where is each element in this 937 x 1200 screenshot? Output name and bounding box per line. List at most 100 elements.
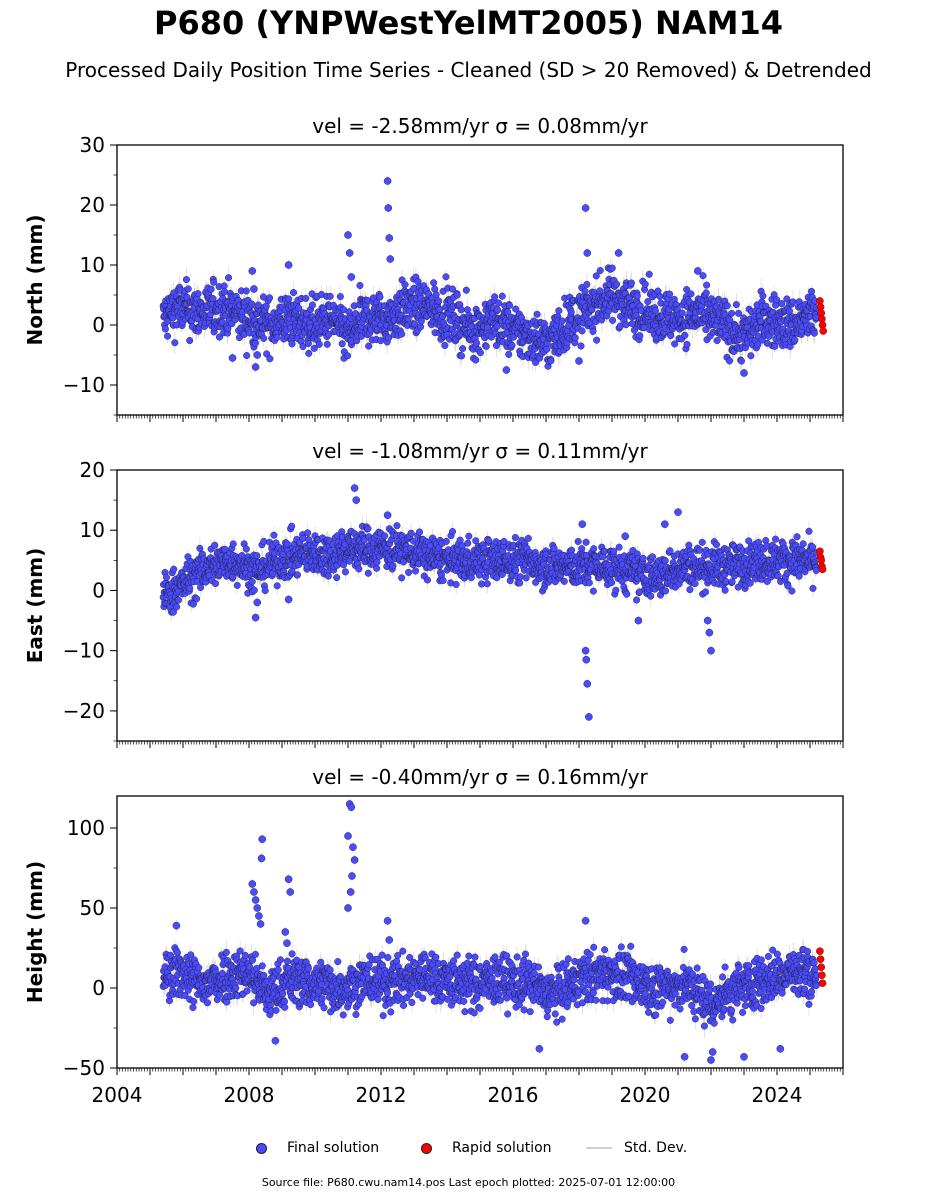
y-axis-label: North (mm): [23, 214, 47, 345]
final-point: [299, 342, 307, 350]
final-point: [725, 357, 733, 365]
final-point: [532, 358, 540, 366]
final-point: [567, 308, 575, 316]
final-point: [495, 299, 503, 307]
final-point: [608, 264, 616, 272]
final-point: [791, 336, 799, 344]
final-point: [533, 310, 541, 318]
final-point-outlier: [383, 177, 392, 185]
final-point: [243, 352, 251, 360]
final-point: [666, 290, 674, 298]
final-point: [411, 320, 419, 328]
final-points: [159, 177, 821, 377]
final-point: [356, 281, 364, 289]
final-point: [715, 295, 723, 303]
final-point: [164, 332, 172, 340]
final-point: [699, 272, 707, 280]
final-point: [555, 307, 563, 315]
final-point: [336, 293, 344, 301]
final-point: [558, 317, 566, 325]
final-point: [326, 292, 334, 300]
final-point: [476, 349, 484, 357]
final-point: [713, 337, 721, 345]
final-point: [498, 292, 506, 300]
final-point: [442, 273, 450, 281]
final-point: [295, 304, 303, 312]
final-point: [656, 292, 664, 300]
final-point: [458, 352, 466, 360]
final-point: [431, 285, 439, 293]
y-tick-label: −10: [63, 373, 105, 397]
final-point: [723, 302, 731, 310]
final-point-outlier: [251, 363, 260, 371]
final-point: [432, 291, 440, 299]
final-point: [778, 300, 786, 308]
final-point: [808, 287, 816, 295]
final-point: [209, 295, 217, 303]
final-point: [506, 302, 514, 310]
final-point: [651, 307, 659, 315]
final-point: [577, 342, 585, 350]
final-point: [571, 334, 579, 342]
final-point: [583, 280, 591, 288]
final-point: [404, 315, 412, 323]
final-point: [578, 327, 586, 335]
final-point: [266, 355, 274, 363]
plot-area: −10 0 10 20 30 North (mm) vel = -2.58mm/yr σ =…: [23, 114, 844, 1107]
final-point: [627, 279, 635, 287]
final-point: [645, 270, 653, 278]
final-point: [702, 289, 710, 297]
final-point: [687, 290, 695, 298]
final-point: [482, 342, 490, 350]
final-point: [310, 344, 318, 352]
final-point: [732, 301, 740, 309]
page-subtitle: Processed Daily Position Time Series - C…: [65, 58, 872, 82]
final-point: [547, 357, 555, 365]
final-point: [459, 345, 467, 353]
final-point: [385, 334, 393, 342]
final-point: [613, 280, 621, 288]
final-point: [449, 285, 457, 293]
final-point: [242, 287, 250, 295]
final-point: [207, 285, 215, 293]
final-point-outlier: [384, 204, 393, 212]
final-point: [262, 302, 270, 310]
final-point: [457, 306, 465, 314]
final-point: [622, 321, 630, 329]
final-point: [644, 298, 652, 306]
final-point: [735, 309, 743, 317]
final-point: [441, 341, 449, 349]
final-point: [596, 267, 604, 275]
final-point: [683, 286, 691, 294]
final-point: [609, 316, 617, 324]
final-point: [220, 282, 228, 290]
final-point: [771, 342, 779, 350]
final-point: [194, 290, 202, 298]
stddev-bars: [162, 175, 817, 379]
final-point: [728, 309, 736, 317]
final-point-outlier: [284, 261, 293, 269]
final-point: [260, 334, 268, 342]
final-point: [263, 350, 271, 358]
final-point: [702, 326, 710, 334]
final-point: [365, 342, 373, 350]
final-point: [376, 293, 384, 301]
final-point: [435, 297, 443, 305]
final-point: [304, 340, 312, 348]
y-tick-label: 30: [80, 133, 105, 157]
final-point: [290, 289, 298, 297]
final-point: [171, 339, 179, 347]
panel-frame: [116, 144, 844, 416]
final-point: [430, 279, 438, 287]
final-point: [266, 294, 274, 302]
final-point: [616, 322, 624, 330]
stddev-bars: [162, 482, 817, 723]
final-point: [747, 352, 755, 360]
data-layer: [159, 175, 828, 379]
final-point: [302, 294, 310, 302]
final-point: [288, 340, 296, 348]
chart-panel-1: −10 0 10 20 30 North (mm) vel = -2.58mm/yr σ =…: [23, 114, 844, 422]
final-point-outlier: [583, 249, 592, 257]
final-point: [248, 300, 256, 308]
